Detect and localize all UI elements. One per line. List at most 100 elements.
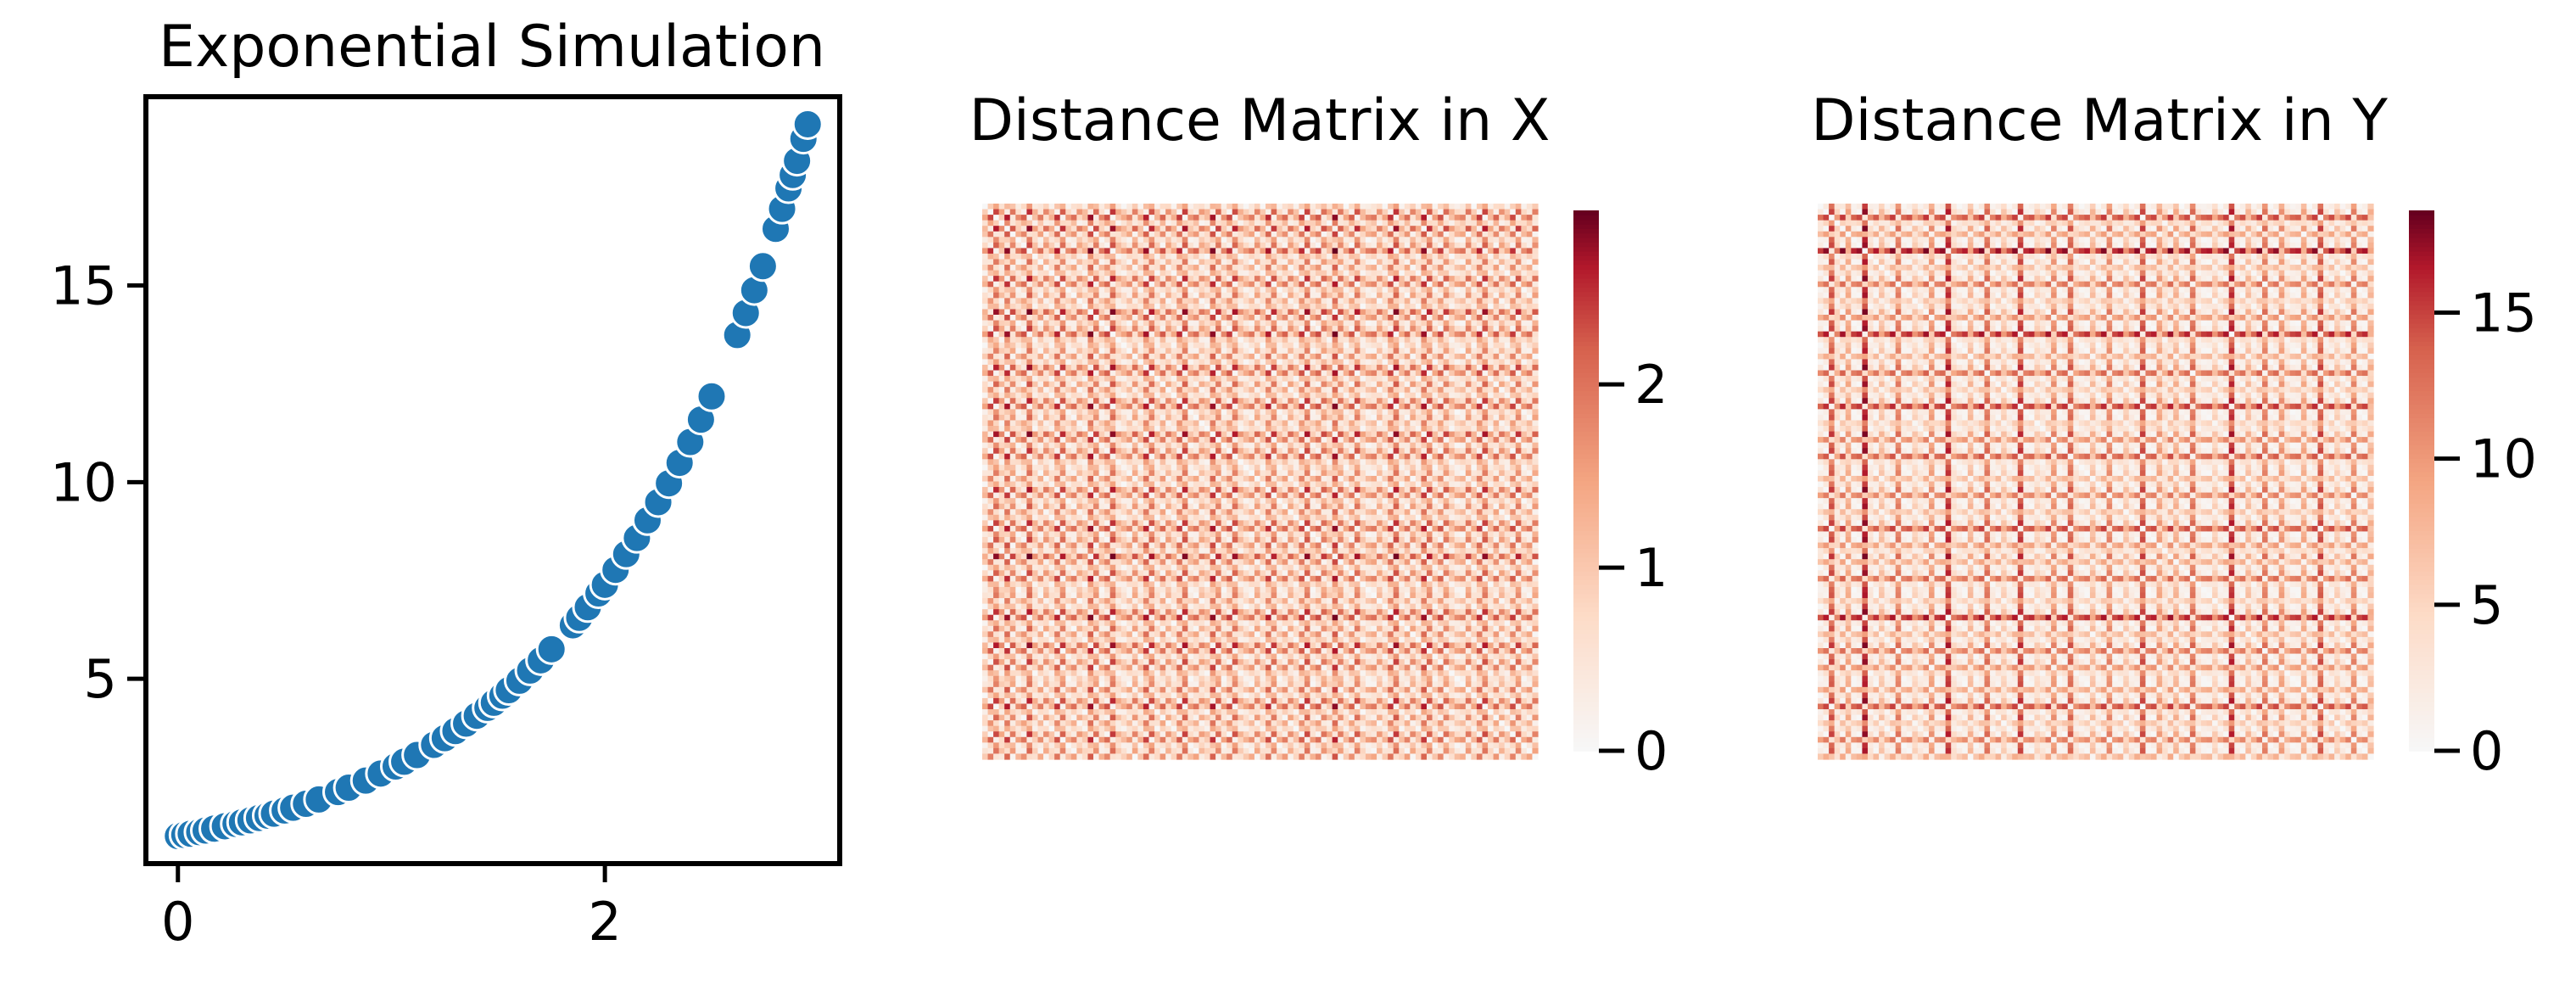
- heatmap-cell: [1288, 293, 1294, 299]
- heatmap-cell: [1227, 221, 1232, 227]
- heatmap-cell: [1460, 287, 1466, 293]
- heatmap-cell: [1516, 420, 1522, 426]
- heatmap-cell: [1093, 437, 1099, 443]
- heatmap-cell: [1294, 393, 1299, 399]
- heatmap-cell: [1199, 371, 1204, 377]
- heatmap-cell: [1333, 215, 1338, 221]
- heatmap-cell: [1176, 282, 1182, 288]
- heatmap-cell: [988, 315, 994, 321]
- heatmap-cell: [982, 470, 988, 476]
- heatmap-cell: [988, 432, 994, 438]
- heatmap-cell: [1438, 298, 1444, 304]
- heatmap-cell: [1438, 387, 1444, 393]
- heatmap-cell: [1182, 448, 1188, 454]
- heatmap-cell: [1154, 432, 1160, 438]
- heatmap-cell: [1427, 365, 1433, 371]
- heatmap-cell: [1438, 215, 1444, 221]
- heatmap-cell: [988, 443, 994, 449]
- heatmap-cell: [1521, 393, 1527, 399]
- heatmap-cell: [1043, 243, 1049, 249]
- heatmap-cell: [1082, 293, 1088, 299]
- heatmap-cell: [1232, 426, 1238, 432]
- heatmap-cell: [1238, 371, 1243, 377]
- heatmap-cell: [1410, 437, 1416, 443]
- heatmap-cell: [1082, 243, 1088, 249]
- heatmap-cell: [1065, 476, 1071, 482]
- heatmap-cell: [1521, 337, 1527, 343]
- heatmap-cell: [1010, 210, 1016, 215]
- heatmap-cell: [1043, 420, 1049, 426]
- heatmap-cell: [1444, 309, 1450, 315]
- heatmap-cell: [1372, 465, 1377, 471]
- heatmap-cell: [1093, 459, 1099, 465]
- heatmap-cell: [1372, 221, 1377, 227]
- heatmap-cell: [1232, 454, 1238, 460]
- heatmap-cell: [1399, 265, 1405, 271]
- heatmap-cell: [1210, 332, 1216, 338]
- heatmap-cell: [1065, 448, 1071, 454]
- heatmap-cell: [1271, 293, 1277, 299]
- heatmap-cell: [1026, 332, 1032, 338]
- heatmap-cell: [1165, 398, 1171, 404]
- heatmap-cell: [1099, 337, 1105, 343]
- heatmap-cell: [1093, 404, 1099, 410]
- heatmap-cell: [1193, 315, 1199, 321]
- heatmap-cell: [1071, 237, 1077, 243]
- heatmap-cell: [1494, 382, 1500, 388]
- heatmap-cell: [1182, 426, 1188, 432]
- heatmap-cell: [1104, 437, 1110, 443]
- heatmap-cell: [1026, 237, 1032, 243]
- heatmap-cell: [1038, 298, 1044, 304]
- heatmap-cell: [1366, 248, 1372, 254]
- heatmap-cell: [1076, 221, 1082, 227]
- heatmap-cell: [1460, 204, 1466, 210]
- heatmap-cell: [1471, 287, 1477, 293]
- heatmap-cell: [1505, 298, 1511, 304]
- heatmap-cell: [1093, 215, 1099, 221]
- heatmap-cell: [1277, 293, 1282, 299]
- heatmap-cell: [1499, 365, 1505, 371]
- heatmap-cell: [1082, 365, 1088, 371]
- heatmap-cell: [1433, 365, 1439, 371]
- heatmap-cell: [1410, 276, 1416, 282]
- heatmap-cell: [1488, 293, 1494, 299]
- heatmap-cell: [1410, 215, 1416, 221]
- heatmap-cell: [1510, 337, 1516, 343]
- heatmap-cell: [1377, 359, 1383, 365]
- heatmap-cell: [1221, 221, 1227, 227]
- heatmap-cell: [1199, 382, 1204, 388]
- heatmap-cell: [1049, 265, 1055, 271]
- heatmap-cell: [1427, 332, 1433, 338]
- heatmap-cell: [1316, 359, 1322, 365]
- heatmap-cell: [1310, 470, 1316, 476]
- heatmap-cell: [1054, 204, 1060, 210]
- heatmap-cell: [1294, 459, 1299, 465]
- heatmap-cell: [1294, 248, 1299, 254]
- heatmap-cell: [1015, 348, 1021, 354]
- heatmap-cell: [1099, 221, 1105, 227]
- heatmap-cell: [1349, 443, 1355, 449]
- heatmap-cell: [1477, 243, 1483, 249]
- heatmap-cell: [1243, 298, 1249, 304]
- heatmap-cell: [1243, 237, 1249, 243]
- heatmap-cell: [1126, 243, 1132, 249]
- heatmap-cell: [1349, 221, 1355, 227]
- heatmap-cell: [1266, 337, 1271, 343]
- heatmap-cell: [999, 348, 1005, 354]
- heatmap-cell: [1277, 337, 1282, 343]
- heatmap-cell: [1004, 382, 1010, 388]
- heatmap-cell: [1137, 409, 1143, 415]
- heatmap-cell: [1204, 321, 1210, 327]
- heatmap-cell: [1149, 432, 1155, 438]
- heatmap-cell: [1132, 232, 1138, 238]
- heatmap-cell: [1366, 243, 1372, 249]
- heatmap-cell: [1416, 232, 1422, 238]
- heatmap-cell: [1444, 376, 1450, 382]
- heatmap-cell: [1410, 409, 1416, 415]
- heatmap-cell: [1004, 260, 1010, 266]
- heatmap-cell: [1049, 276, 1055, 282]
- heatmap-cell: [1137, 404, 1143, 410]
- heatmap-cell: [1271, 443, 1277, 449]
- heatmap-cell: [1254, 321, 1260, 327]
- heatmap-cell: [1043, 359, 1049, 365]
